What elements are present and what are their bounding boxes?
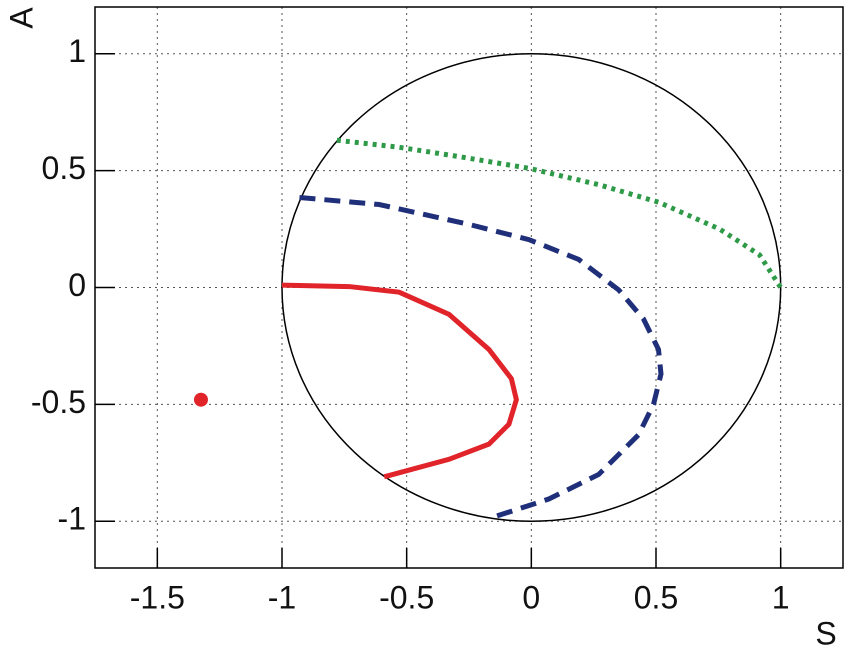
x-tick-label: 1 xyxy=(772,579,790,615)
y-tick-label: 1 xyxy=(68,33,86,69)
x-tick-label: -0.5 xyxy=(379,579,434,615)
curve xyxy=(336,137,783,289)
curve xyxy=(299,195,664,521)
curve xyxy=(281,282,519,480)
y-tick-label: 0.5 xyxy=(42,150,86,186)
x-tick-label: -1.5 xyxy=(130,579,185,615)
point xyxy=(193,392,208,407)
x-tick-label: 0.5 xyxy=(634,579,678,615)
y-axis-label: A xyxy=(3,7,39,29)
y-tick-label: -0.5 xyxy=(31,384,86,420)
y-tick-label: 0 xyxy=(68,267,86,303)
x-tick-label: -1 xyxy=(268,579,296,615)
plot-frame xyxy=(94,6,844,569)
x-tick-label: 0 xyxy=(522,579,540,615)
y-tick-label: -1 xyxy=(58,501,86,537)
x-axis-label: S xyxy=(815,615,836,651)
